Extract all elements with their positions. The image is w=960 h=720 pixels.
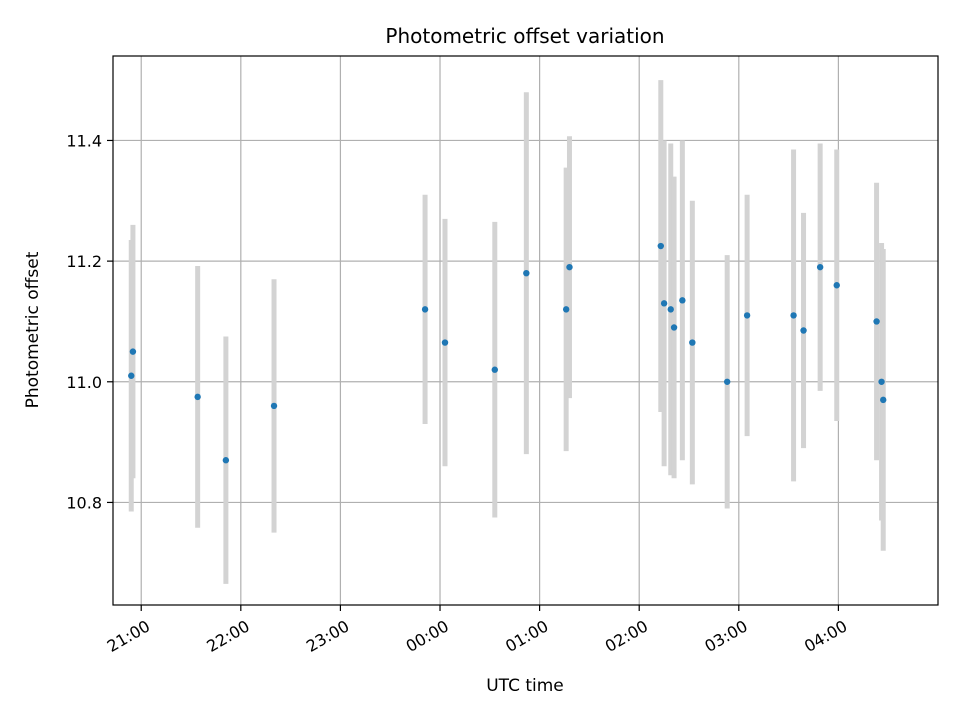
y-tick-label: 11.2 xyxy=(66,252,102,271)
data-point xyxy=(421,306,429,313)
y-tick-label: 11.0 xyxy=(66,373,102,392)
x-axis-label: UTC time xyxy=(486,676,564,696)
data-point xyxy=(873,318,880,325)
chart-title: Photometric offset variation xyxy=(385,24,664,48)
data-point xyxy=(270,402,278,410)
y-axis-label: Photometric offset xyxy=(23,251,43,408)
data-point xyxy=(441,339,449,346)
data-point xyxy=(523,269,530,277)
data-points xyxy=(128,242,887,464)
data-point xyxy=(566,263,573,271)
data-point xyxy=(129,348,137,355)
data-point xyxy=(657,242,664,250)
data-point xyxy=(723,378,731,385)
data-point xyxy=(667,306,674,313)
data-point xyxy=(880,396,887,404)
data-point xyxy=(833,282,840,289)
y-tick-label: 10.8 xyxy=(66,493,102,512)
data-point xyxy=(660,300,668,307)
data-point xyxy=(222,457,230,464)
data-point xyxy=(689,339,696,346)
data-point xyxy=(790,312,797,319)
data-point xyxy=(679,297,686,304)
plot-area-frame xyxy=(112,55,939,606)
data-point xyxy=(670,324,678,331)
data-point xyxy=(194,393,201,401)
grid-lines xyxy=(113,56,938,605)
data-point xyxy=(491,366,498,373)
data-point xyxy=(800,327,807,334)
data-point xyxy=(878,378,885,385)
y-tick-label: 11.4 xyxy=(66,131,102,150)
data-point xyxy=(128,372,135,379)
y-axis-ticks: 10.8 11.0 11.2 11.4 xyxy=(66,131,113,512)
data-point xyxy=(743,312,751,319)
data-point xyxy=(816,263,824,271)
data-point xyxy=(562,306,570,313)
